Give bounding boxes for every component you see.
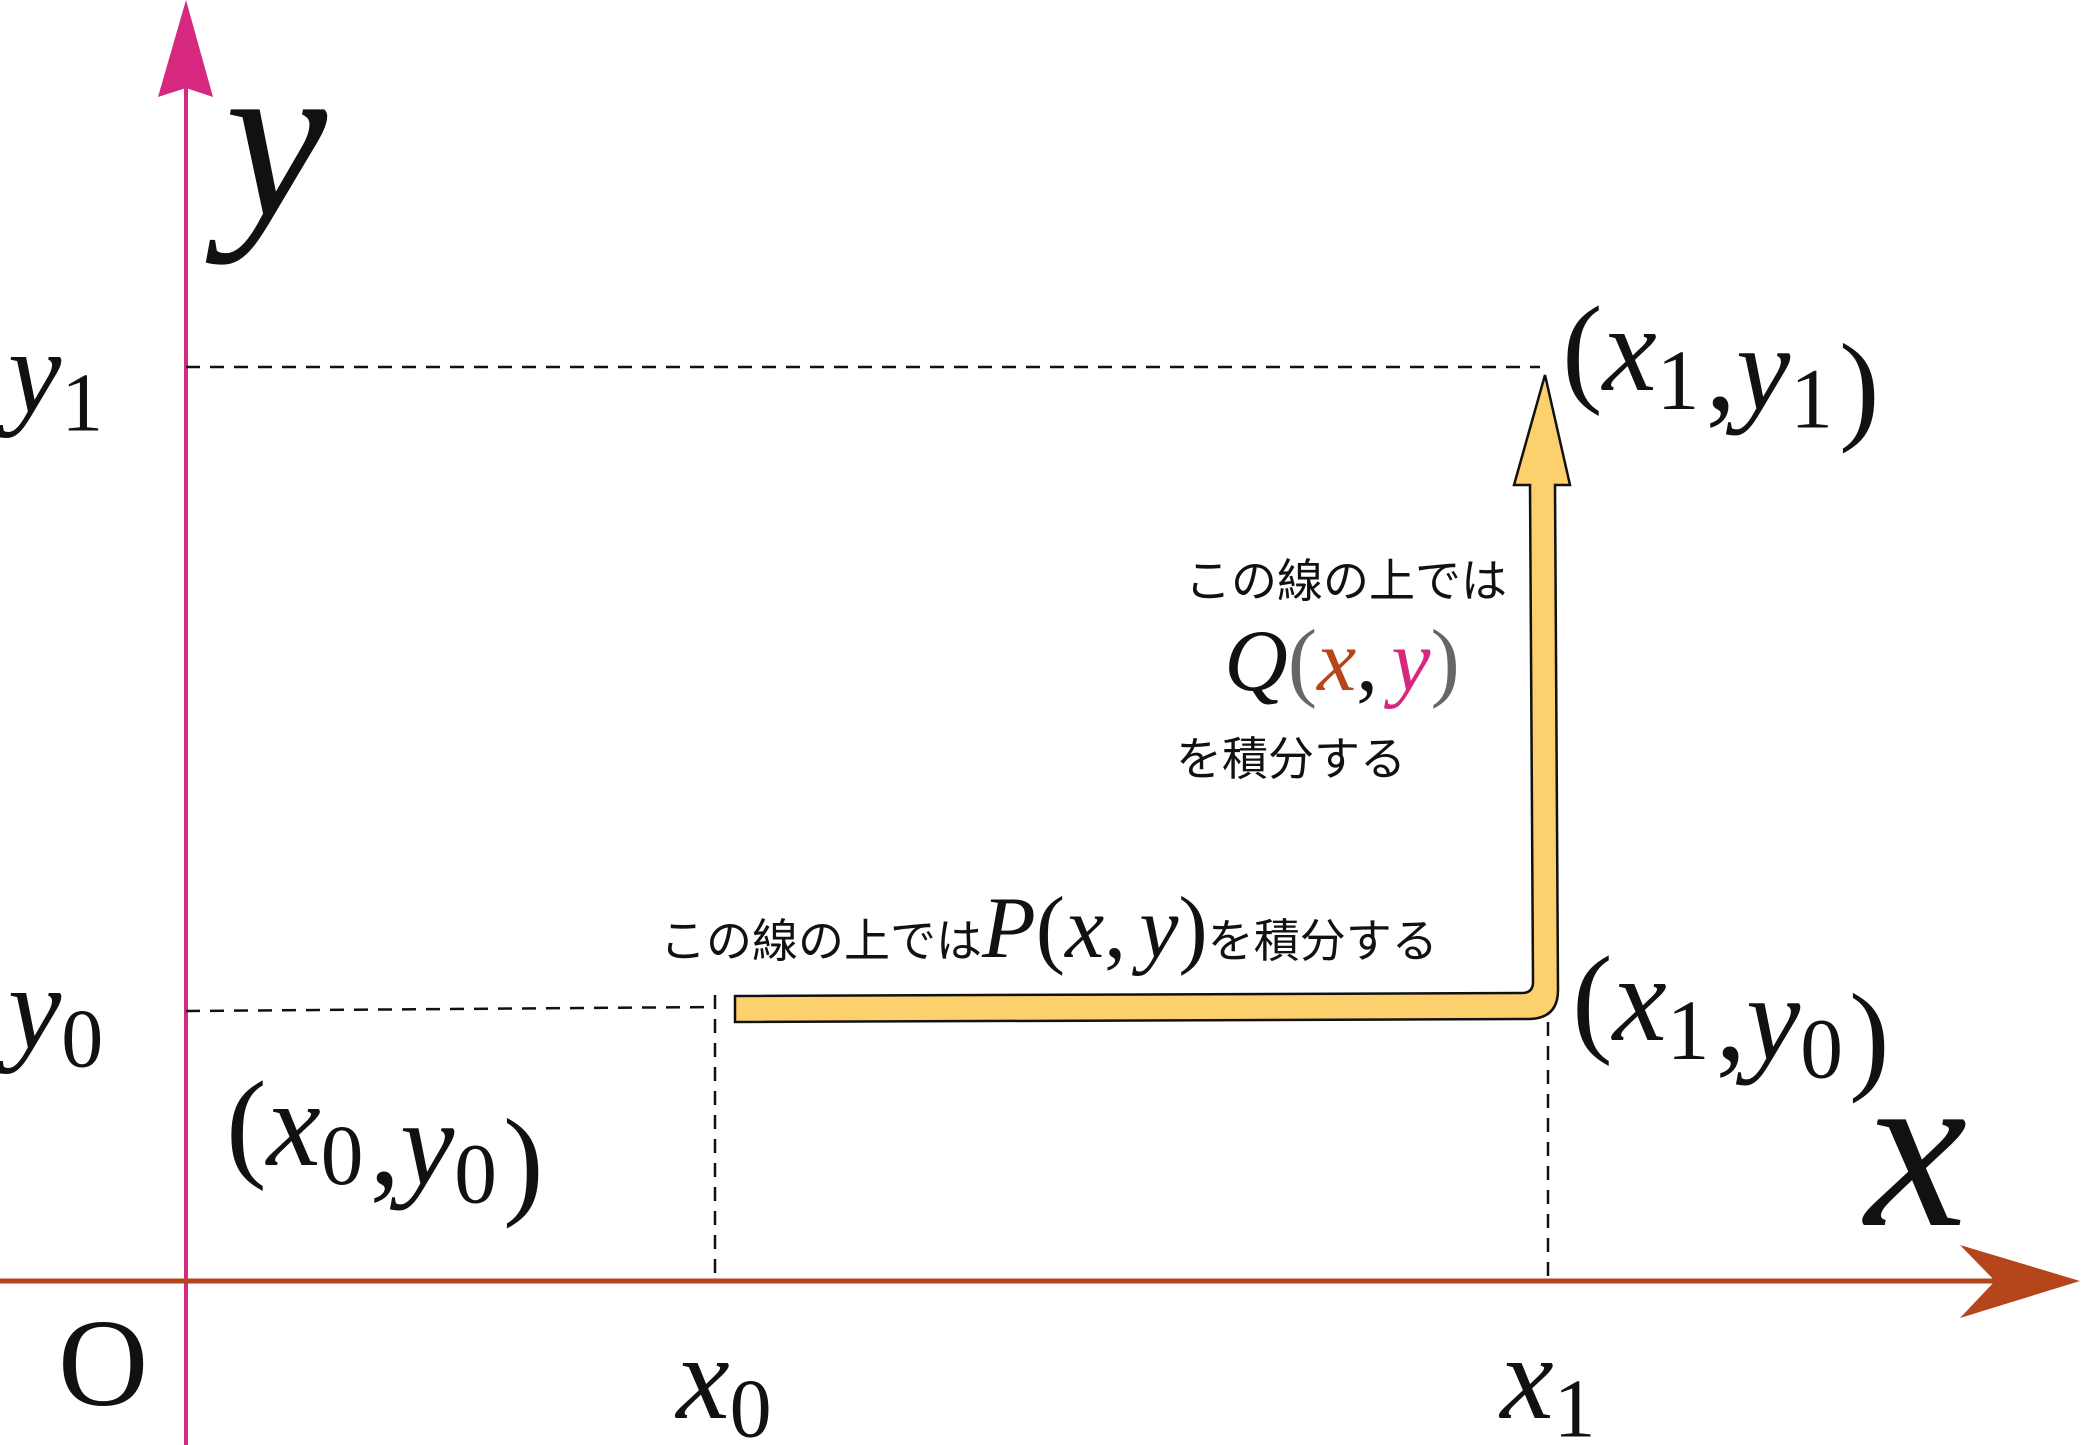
text-part: , xyxy=(1706,301,1737,436)
text-part: Q xyxy=(1224,613,1288,710)
integration-path xyxy=(733,374,1572,1024)
text-part: y xyxy=(0,941,62,1074)
text-part: x xyxy=(1315,613,1356,710)
text-part: x xyxy=(674,1311,729,1444)
text-part: ( xyxy=(1572,932,1613,1067)
text-part: ) xyxy=(1430,613,1459,710)
text-part: 1 xyxy=(1657,334,1700,428)
text-part: ) xyxy=(1178,880,1207,977)
text-part: , xyxy=(1356,613,1378,710)
guide-line xyxy=(185,1005,716,1013)
note-text: この線の上では xyxy=(1185,554,1507,608)
point-label: (x0,y0) xyxy=(226,1057,544,1230)
text-part: y xyxy=(1735,951,1801,1086)
text-part: ( xyxy=(1562,282,1603,417)
text-part: x xyxy=(1063,880,1104,977)
text-part: x xyxy=(1601,282,1657,417)
text-part: 1 xyxy=(1554,1362,1596,1445)
text-part: ) xyxy=(1849,970,1890,1105)
text-part: 1 xyxy=(1790,353,1833,447)
text-part: この線の上では xyxy=(660,914,982,968)
text-part: , xyxy=(1104,880,1126,977)
note-text: この線の上ではP(x, y)を積分する xyxy=(660,880,1438,977)
text-part: y xyxy=(0,305,62,438)
origin-label: O xyxy=(58,1295,148,1433)
point-label: (x1,y0) xyxy=(1572,932,1890,1105)
y-axis-label: y xyxy=(205,10,328,265)
text-part: , xyxy=(370,1076,401,1211)
text-part: ( xyxy=(1288,613,1317,710)
note-formula: Q(x, y) xyxy=(1224,613,1460,710)
tick-label: x1 xyxy=(1498,1311,1595,1445)
text-part: 0 xyxy=(61,992,103,1085)
text-part: x xyxy=(1498,1311,1553,1444)
text-part: 0 xyxy=(1800,1003,1843,1097)
text-part: ) xyxy=(503,1095,544,1230)
x-axis-label: x xyxy=(1862,1020,1967,1275)
text-part: P xyxy=(981,880,1036,977)
note-text: を積分する xyxy=(1176,732,1406,786)
text-part: y xyxy=(389,1076,455,1211)
text-part: 0 xyxy=(321,1109,364,1203)
text-part: x xyxy=(1611,932,1667,1067)
text-part: を積分する xyxy=(1208,914,1438,968)
text-part: y xyxy=(1131,880,1179,977)
point-label: (x1,y1) xyxy=(1562,282,1880,455)
tick-label: x0 xyxy=(674,1311,771,1445)
text-part: 0 xyxy=(454,1128,497,1222)
y-axis-arrow xyxy=(158,0,213,97)
tick-label: y1 xyxy=(0,305,103,449)
text-part: y xyxy=(1383,613,1431,710)
tick-label: y0 xyxy=(0,941,103,1085)
text-part: x xyxy=(265,1057,321,1192)
text-part: 1 xyxy=(1667,984,1710,1078)
text-part: 0 xyxy=(730,1362,772,1445)
text-part: ) xyxy=(1839,320,1880,455)
text-part: 1 xyxy=(61,356,103,449)
x-axis-arrow xyxy=(1960,1245,2080,1318)
text-part: y xyxy=(1725,301,1791,436)
text-part: , xyxy=(1716,951,1747,1086)
text-part: ( xyxy=(226,1057,267,1192)
text-part: ( xyxy=(1036,880,1065,977)
